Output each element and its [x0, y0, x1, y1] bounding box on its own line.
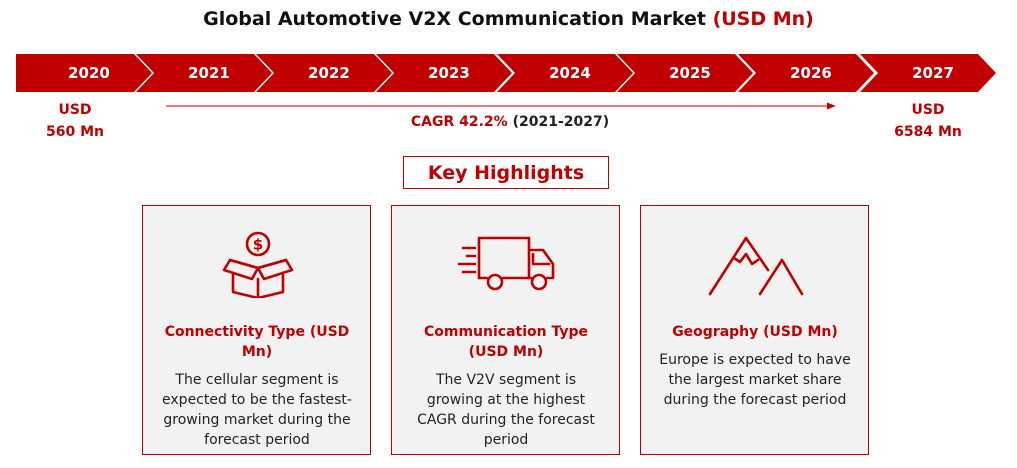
timeline-year-2027: 2027 [860, 54, 996, 92]
timeline-year-2022: 2022 [256, 54, 392, 92]
timeline-year-2021: 2021 [136, 54, 272, 92]
end-value: USD 6584 Mn [894, 102, 962, 140]
timeline-year-2020: 2020 [16, 54, 152, 92]
title-main: Global Automotive V2X Communication Mark… [203, 8, 706, 30]
cagr-label: CAGR 42.2% [410, 114, 508, 130]
page-title: Global Automotive V2X Communication Mark… [0, 8, 1017, 30]
timeline-year-2024: 2024 [497, 54, 633, 92]
cagr-text: CAGR 42.2% (2021-2027) [300, 114, 720, 130]
card-connectivity-type: $ Connectivity Type (USD Mn) The cellula… [142, 205, 371, 455]
card-communication-type: Communication Type (USD Mn) The V2V segm… [391, 205, 620, 455]
year-timeline: 2020 2021 2022 2023 2024 2025 2026 2027 [0, 54, 1017, 92]
card-title: Communication Type (USD Mn) [423, 324, 589, 360]
title-unit: (USD Mn) [712, 8, 814, 30]
card-description: Europe is expected to have the largest m… [659, 352, 851, 408]
truck-icon [392, 230, 621, 298]
timeline-year-2026: 2026 [738, 54, 874, 92]
money-box-icon: $ [143, 230, 372, 298]
svg-text:$: $ [252, 236, 262, 254]
card-geography: Geography (USD Mn) Europe is expected to… [640, 205, 869, 455]
card-description: The cellular segment is expected to be t… [162, 372, 352, 448]
timeline-year-2023: 2023 [376, 54, 512, 92]
card-title: Connectivity Type (USD Mn) [164, 324, 350, 360]
timeline-year-2025: 2025 [617, 54, 753, 92]
cagr-period: (2021-2027) [512, 114, 610, 130]
key-highlights-heading: Key Highlights [403, 156, 609, 189]
mountain-icon [641, 230, 870, 298]
card-description: The V2V segment is growing at the highes… [417, 372, 595, 448]
growth-arrow [166, 102, 836, 110]
card-title: Geography (USD Mn) [672, 324, 838, 340]
start-value: USD 560 Mn [46, 102, 104, 140]
